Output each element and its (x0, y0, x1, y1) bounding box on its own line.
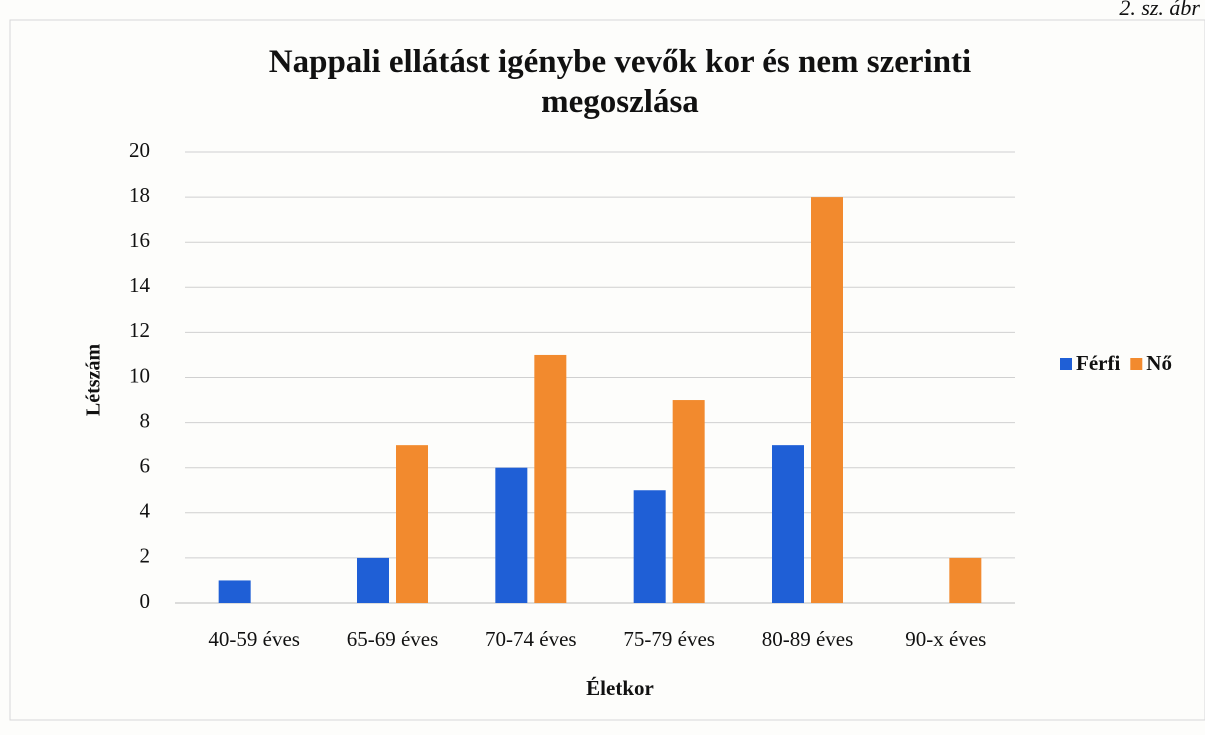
legend-swatch (1130, 358, 1143, 370)
x-tick-label: 80-89 éves (762, 627, 854, 651)
y-tick-label: 8 (140, 408, 151, 432)
y-tick-label: 12 (129, 318, 150, 342)
y-tick-label: 16 (129, 228, 150, 252)
legend-label: Nő (1146, 351, 1172, 375)
y-tick-label: 10 (129, 363, 150, 387)
y-tick-label: 6 (140, 454, 151, 478)
bar (218, 580, 251, 603)
bar (534, 354, 567, 603)
y-axis-label: Létszám (83, 344, 105, 417)
y-tick-label: 14 (129, 273, 151, 297)
x-axis-label: Életkor (586, 676, 654, 700)
y-tick-label: 20 (129, 138, 150, 162)
y-tick-label: 2 (140, 544, 151, 568)
bar (357, 557, 389, 603)
legend-label: Férfi (1076, 351, 1120, 375)
x-tick-label: 65-69 éves (347, 627, 439, 651)
bar (772, 445, 804, 603)
y-tick-label: 18 (129, 183, 150, 207)
chart-border (9, 19, 1205, 721)
corner-note: 2. sz. ábr (1119, 0, 1200, 20)
bar (672, 400, 705, 603)
bar (396, 445, 428, 603)
bar (495, 467, 528, 603)
bar (811, 197, 843, 603)
chart-title: Nappali ellátást igénybe vevők kor és ne… (268, 44, 972, 120)
y-tick-label: 0 (140, 589, 151, 613)
x-tick-label: 90-x éves (905, 627, 986, 651)
x-tick-label: 75-79 éves (623, 627, 715, 651)
bar (949, 557, 982, 603)
bar (633, 490, 666, 603)
x-tick-label: 40-59 éves (208, 627, 300, 651)
y-tick-label: 4 (140, 499, 151, 523)
legend-swatch (1060, 358, 1072, 370)
x-tick-label: 70-74 éves (485, 627, 577, 651)
